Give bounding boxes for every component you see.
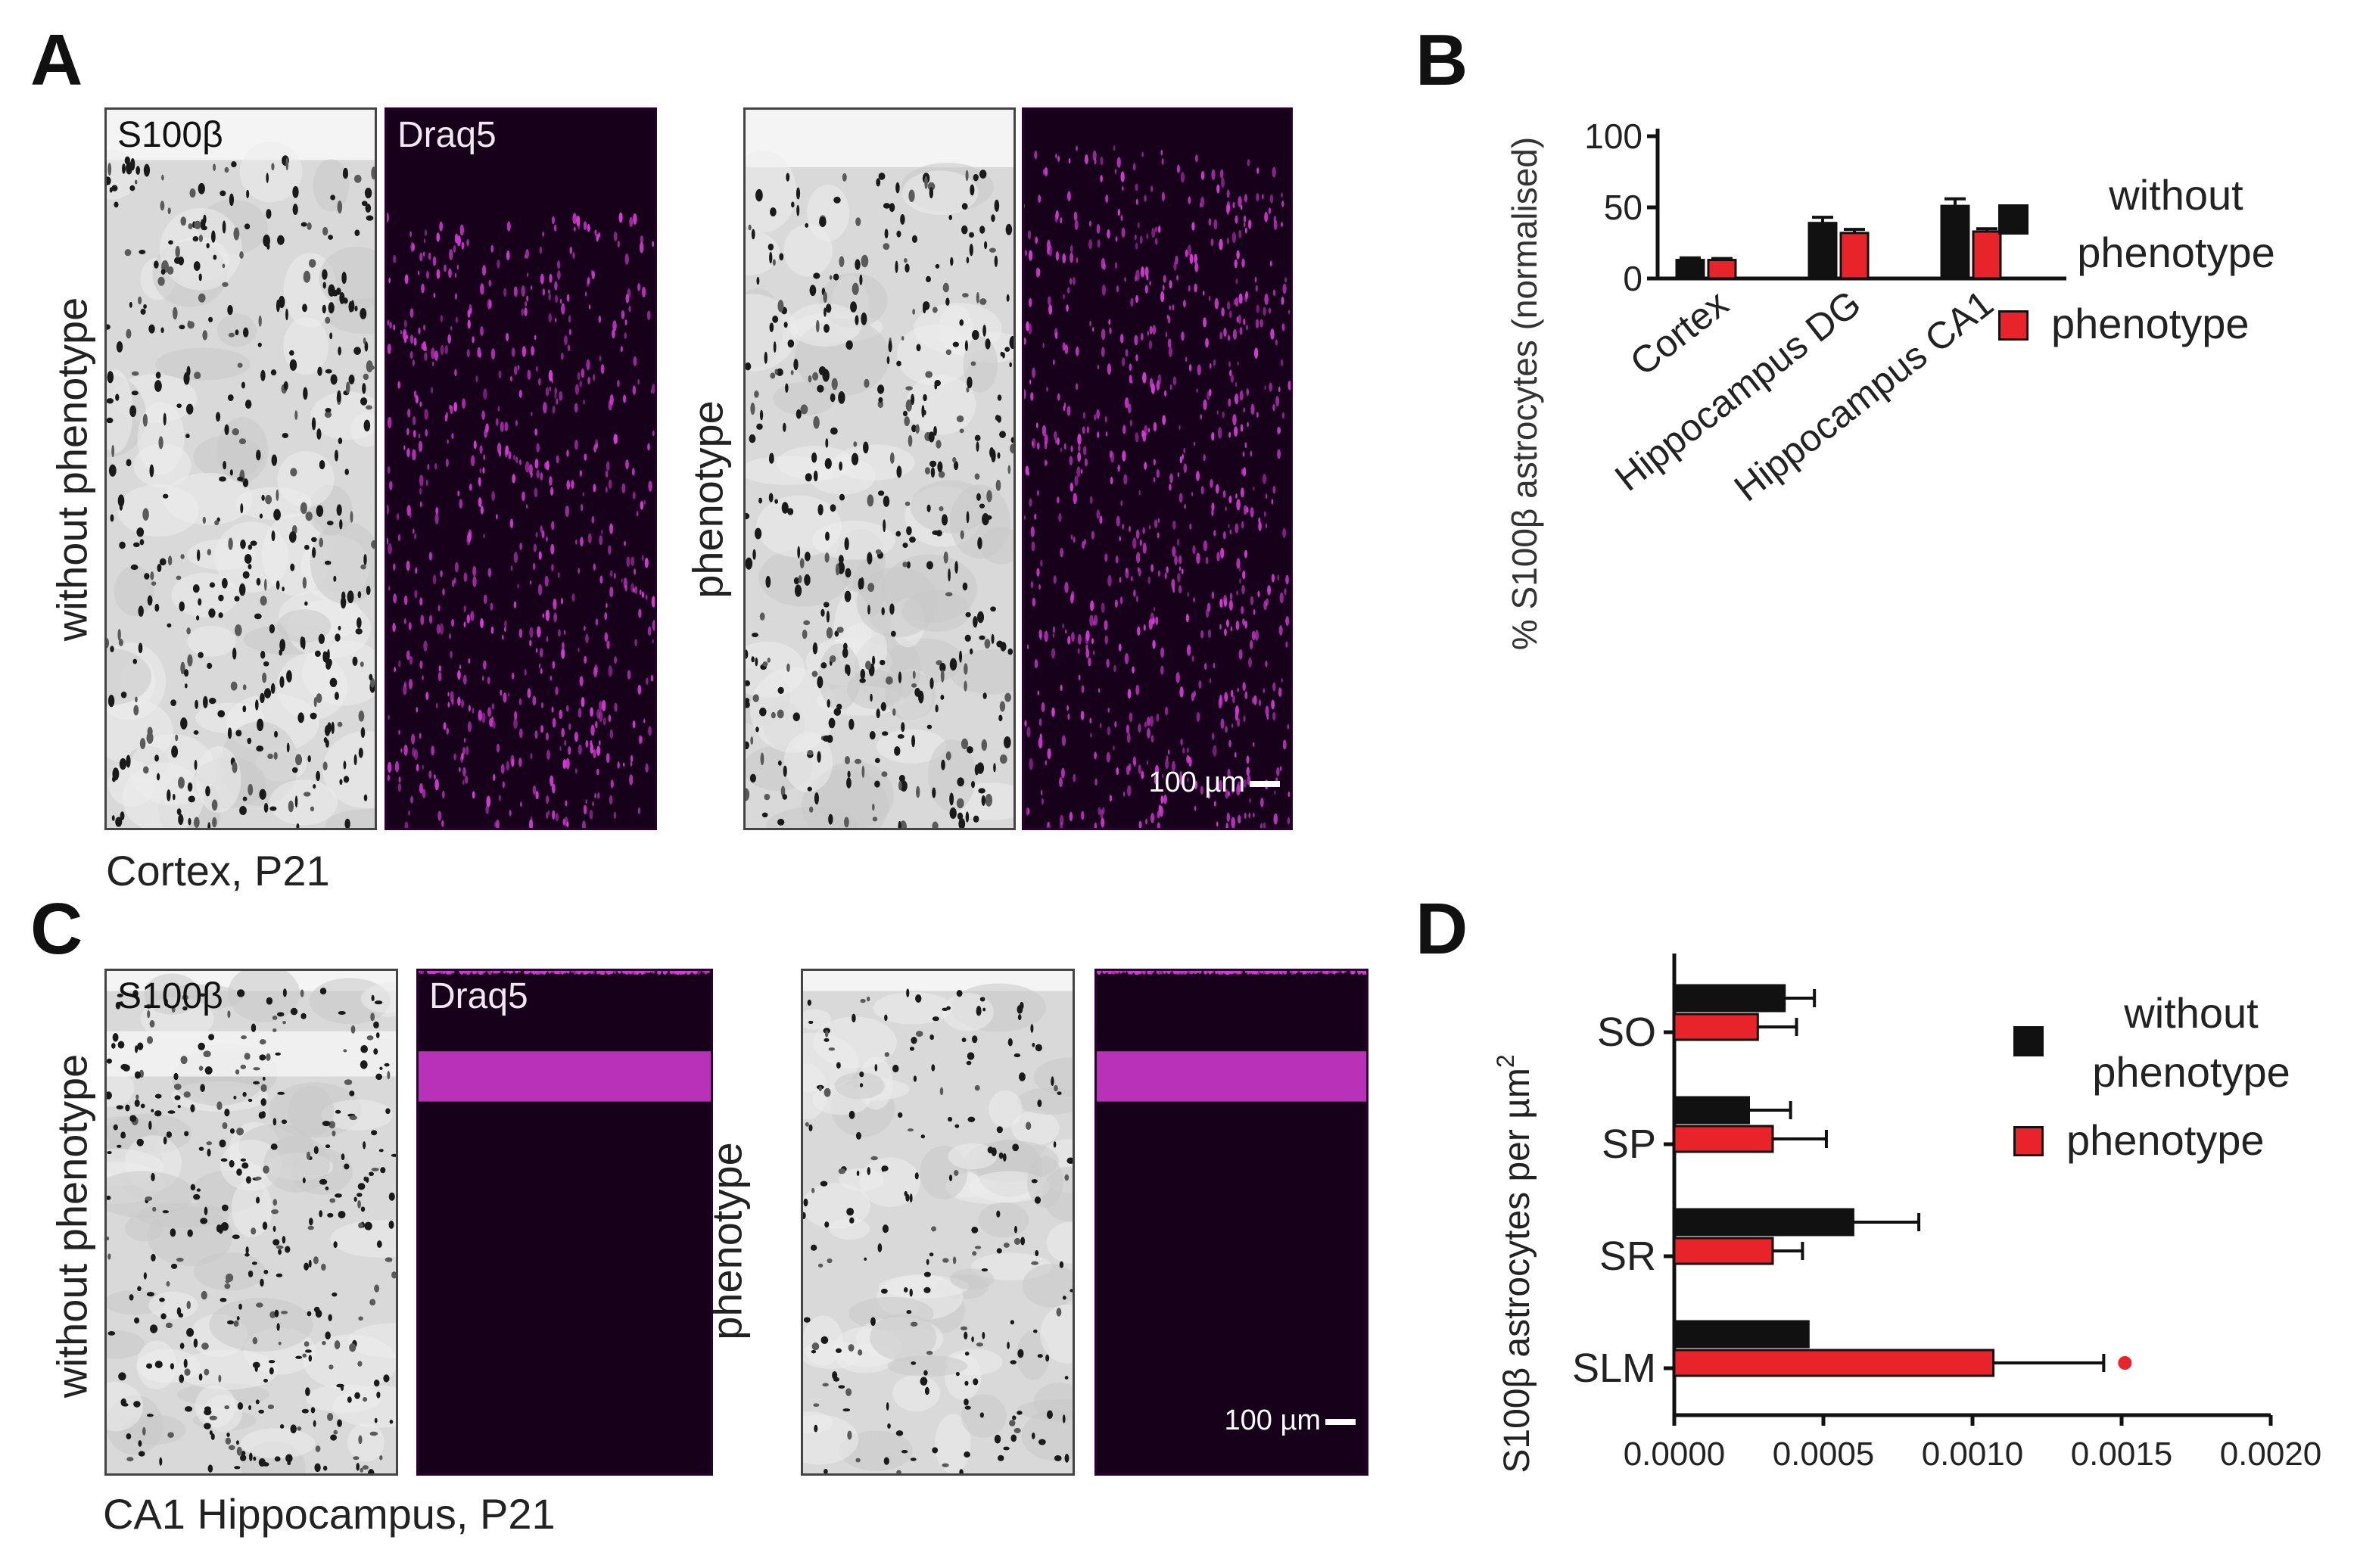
chart-d-xtick-label: 0.0015 (2071, 1436, 2173, 1473)
panel-label-d: D (1415, 888, 1468, 969)
chart-b-ylabel-text: % S100β astrocytes (normalised) (1505, 137, 1544, 650)
micrograph-ca1-draq5-without: Draq5 (416, 969, 713, 1476)
legend-text-without-d: without (2124, 989, 2259, 1037)
chart-b-ytick-label: 100 (1584, 117, 1642, 156)
micrograph-cortex-s100b-phenotype (743, 107, 1016, 830)
channel-label-draq5-c: Draq5 (429, 976, 528, 1016)
row-label-without-phenotype: without phenotype (48, 297, 96, 642)
chart-b-bar (1675, 259, 1705, 280)
chart-d-category-label: SO (1597, 1010, 1656, 1055)
chart-d-bar (1673, 1096, 1750, 1125)
row-label-phenotype: phenotype (683, 400, 732, 599)
chart-b: % S100β astrocytes (normalised) 050100Co… (1505, 117, 2066, 650)
legend-swatch-black (1998, 204, 2029, 235)
chart-d: S100β astrocytes per µm2 0.0000 0.0005 0.00… (1492, 954, 2322, 1473)
chart-b-ylabel: % S100β astrocytes (normalised) (1505, 137, 1544, 650)
channel-label-s100b: S100β (117, 115, 223, 155)
legend-text-phenotype-line2-d: phenotype (2092, 1048, 2290, 1096)
chart-b-bar (1839, 232, 1870, 280)
chart-b-bar (1707, 259, 1737, 280)
micrograph-ca1-s100b-phenotype (801, 969, 1075, 1476)
panel-label-c: C (30, 888, 83, 969)
legend-swatch-black-d (2013, 1026, 2044, 1056)
caption-cortex: Cortex, P21 (106, 847, 330, 894)
chart-b-bar (1940, 204, 1970, 280)
row-label-without-phenotype-c: without phenotype (48, 1053, 96, 1398)
legend-text-phenotype-d: phenotype (2066, 1116, 2265, 1164)
chart-b-ytick-label: 0 (1623, 259, 1642, 298)
chart-d-xtick-label: 0.0020 (2220, 1436, 2322, 1473)
chart-d-xtick-label: 0.0005 (1773, 1436, 1875, 1473)
legend-text-phenotype-line2: phenotype (2077, 229, 2275, 276)
panel-label-b: B (1415, 20, 1468, 101)
scale-bar-c: 100 µm (1224, 1405, 1356, 1437)
chart-b-bar (1972, 230, 2002, 280)
chart-d-bar (1673, 1349, 1995, 1377)
chart-d-xtick-label: 0.0010 (1922, 1436, 2024, 1473)
caption-ca1: CA1 Hippocampus, P21 (103, 1490, 556, 1538)
chart-d-ylabel: S100β astrocytes per µm2 (1492, 1054, 1537, 1473)
scale-bar: 100 µm (1148, 767, 1280, 799)
micrograph-cortex-draq5-without: Draq5 (385, 107, 657, 830)
micrograph-ca1-s100b-without: S100β (104, 969, 398, 1476)
chart-d-bar (1673, 1320, 1810, 1349)
legend-swatch-red (1998, 310, 2029, 341)
micrograph-ca1-draq5-phenotype: 100 µm (1094, 969, 1368, 1476)
chart-d-bar (1673, 1125, 1774, 1153)
legend-text-phenotype: phenotype (2051, 300, 2250, 347)
chart-d-xtick-label: 0.0000 (1624, 1436, 1726, 1473)
chart-d-significance-marker (2118, 1356, 2132, 1370)
panel-label-a: A (30, 20, 83, 101)
chart-d-category-label: SP (1602, 1122, 1656, 1167)
legend-swatch-red-d (2013, 1126, 2044, 1156)
chart-d-bar (1673, 1013, 1759, 1041)
channel-label-draq5: Draq5 (397, 115, 497, 155)
chart-d-bar (1673, 984, 1786, 1013)
chart-d-category-label: SLM (1572, 1346, 1656, 1391)
chart-d-bar (1673, 1208, 1854, 1237)
micrograph-cortex-s100b-without: S100β (104, 107, 377, 830)
channel-label-s100b-c: S100β (117, 976, 223, 1016)
micrograph-cortex-draq5-phenotype: 100 µm (1022, 107, 1293, 830)
legend-text-without: without (2109, 171, 2243, 219)
chart-d-category-label: SR (1599, 1234, 1656, 1279)
chart-b-bar (1807, 222, 1838, 280)
chart-d-bar (1673, 1237, 1774, 1265)
chart-b-ytick-label: 50 (1604, 188, 1642, 227)
